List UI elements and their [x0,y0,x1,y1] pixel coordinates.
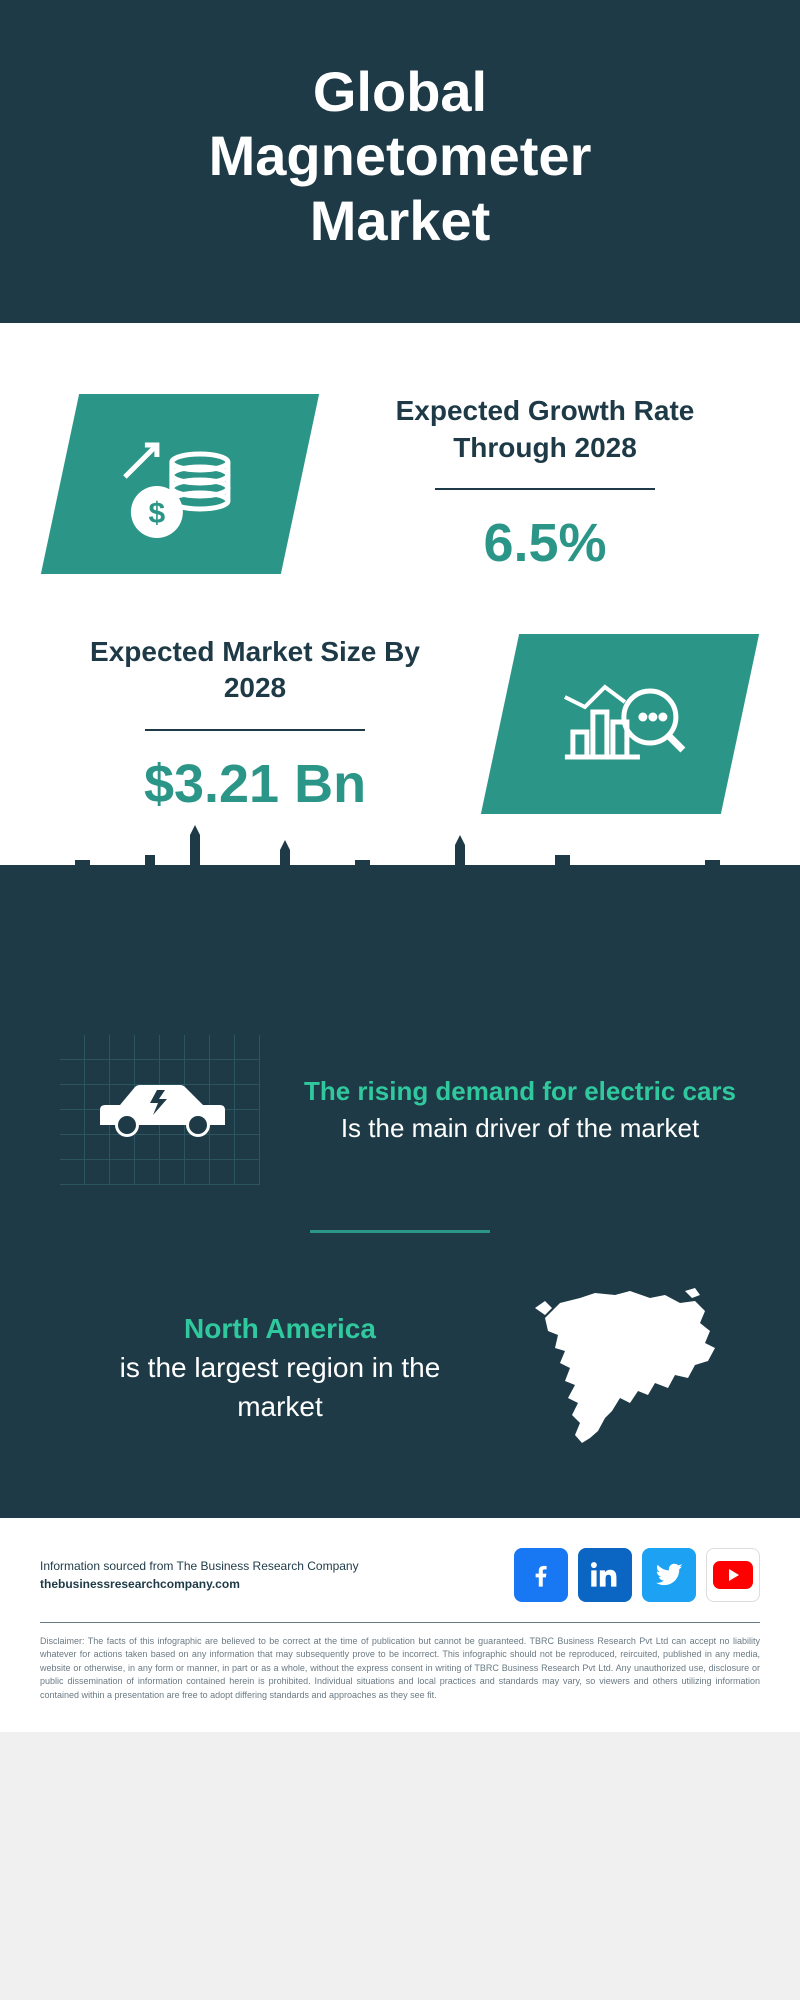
header: Global Magnetometer Market [0,0,800,323]
region-headline: North America [90,1309,470,1348]
region-sub: is the largest region in the market [90,1348,470,1426]
size-stat: Expected Market Size By 2028 $3.21 Bn [60,634,450,815]
svg-text:$: $ [149,496,166,529]
growth-stat: Expected Growth Rate Through 2028 6.5% [350,393,740,574]
source-url: thebusinessresearchcompany.com [40,1575,359,1593]
growth-rate-row: $ Expected Growth Rate Through 2028 6.5% [0,343,800,604]
size-label: Expected Market Size By 2028 [60,634,450,707]
source-text: Information sourced from The Business Re… [40,1557,359,1575]
footer: Information sourced from The Business Re… [0,1518,800,1622]
disclaimer-text: Disclaimer: The facts of this infographi… [40,1635,760,1703]
growth-label: Expected Growth Rate Through 2028 [350,393,740,466]
driver-text: The rising demand for electric cars Is t… [300,1073,740,1146]
youtube-icon[interactable] [706,1548,760,1602]
car-icon-box [60,1035,260,1185]
disclaimer-section: Disclaimer: The facts of this infographi… [0,1622,800,1733]
twitter-icon[interactable] [642,1548,696,1602]
dark-section: The rising demand for electric cars Is t… [0,995,800,1518]
chart-icon-box [481,634,759,814]
north-america-map-icon [520,1283,730,1453]
skyline-graphic [0,865,800,995]
footer-text: Information sourced from The Business Re… [40,1557,359,1593]
facebook-icon[interactable] [514,1548,568,1602]
driver-sub: Is the main driver of the market [300,1110,740,1146]
page-title: Global Magnetometer Market [40,60,760,253]
driver-row: The rising demand for electric cars Is t… [60,1035,740,1185]
region-text: North America is the largest region in t… [60,1309,470,1427]
chart-analysis-icon [545,657,695,787]
linkedin-icon[interactable] [578,1548,632,1602]
region-row: North America is the largest region in t… [60,1278,740,1458]
electric-car-icon [85,1075,235,1145]
growth-icon-box: $ [41,394,319,574]
social-links [514,1548,760,1602]
money-growth-icon: $ [105,416,255,546]
driver-headline: The rising demand for electric cars [300,1073,740,1109]
separator [0,323,800,343]
disclaimer-divider [40,1622,760,1623]
map-icon-box [510,1278,740,1458]
divider [145,729,365,731]
divider [435,488,655,490]
infographic-page: Global Magnetometer Market [0,0,800,1732]
section-divider [310,1230,490,1233]
growth-value: 6.5% [350,512,740,574]
